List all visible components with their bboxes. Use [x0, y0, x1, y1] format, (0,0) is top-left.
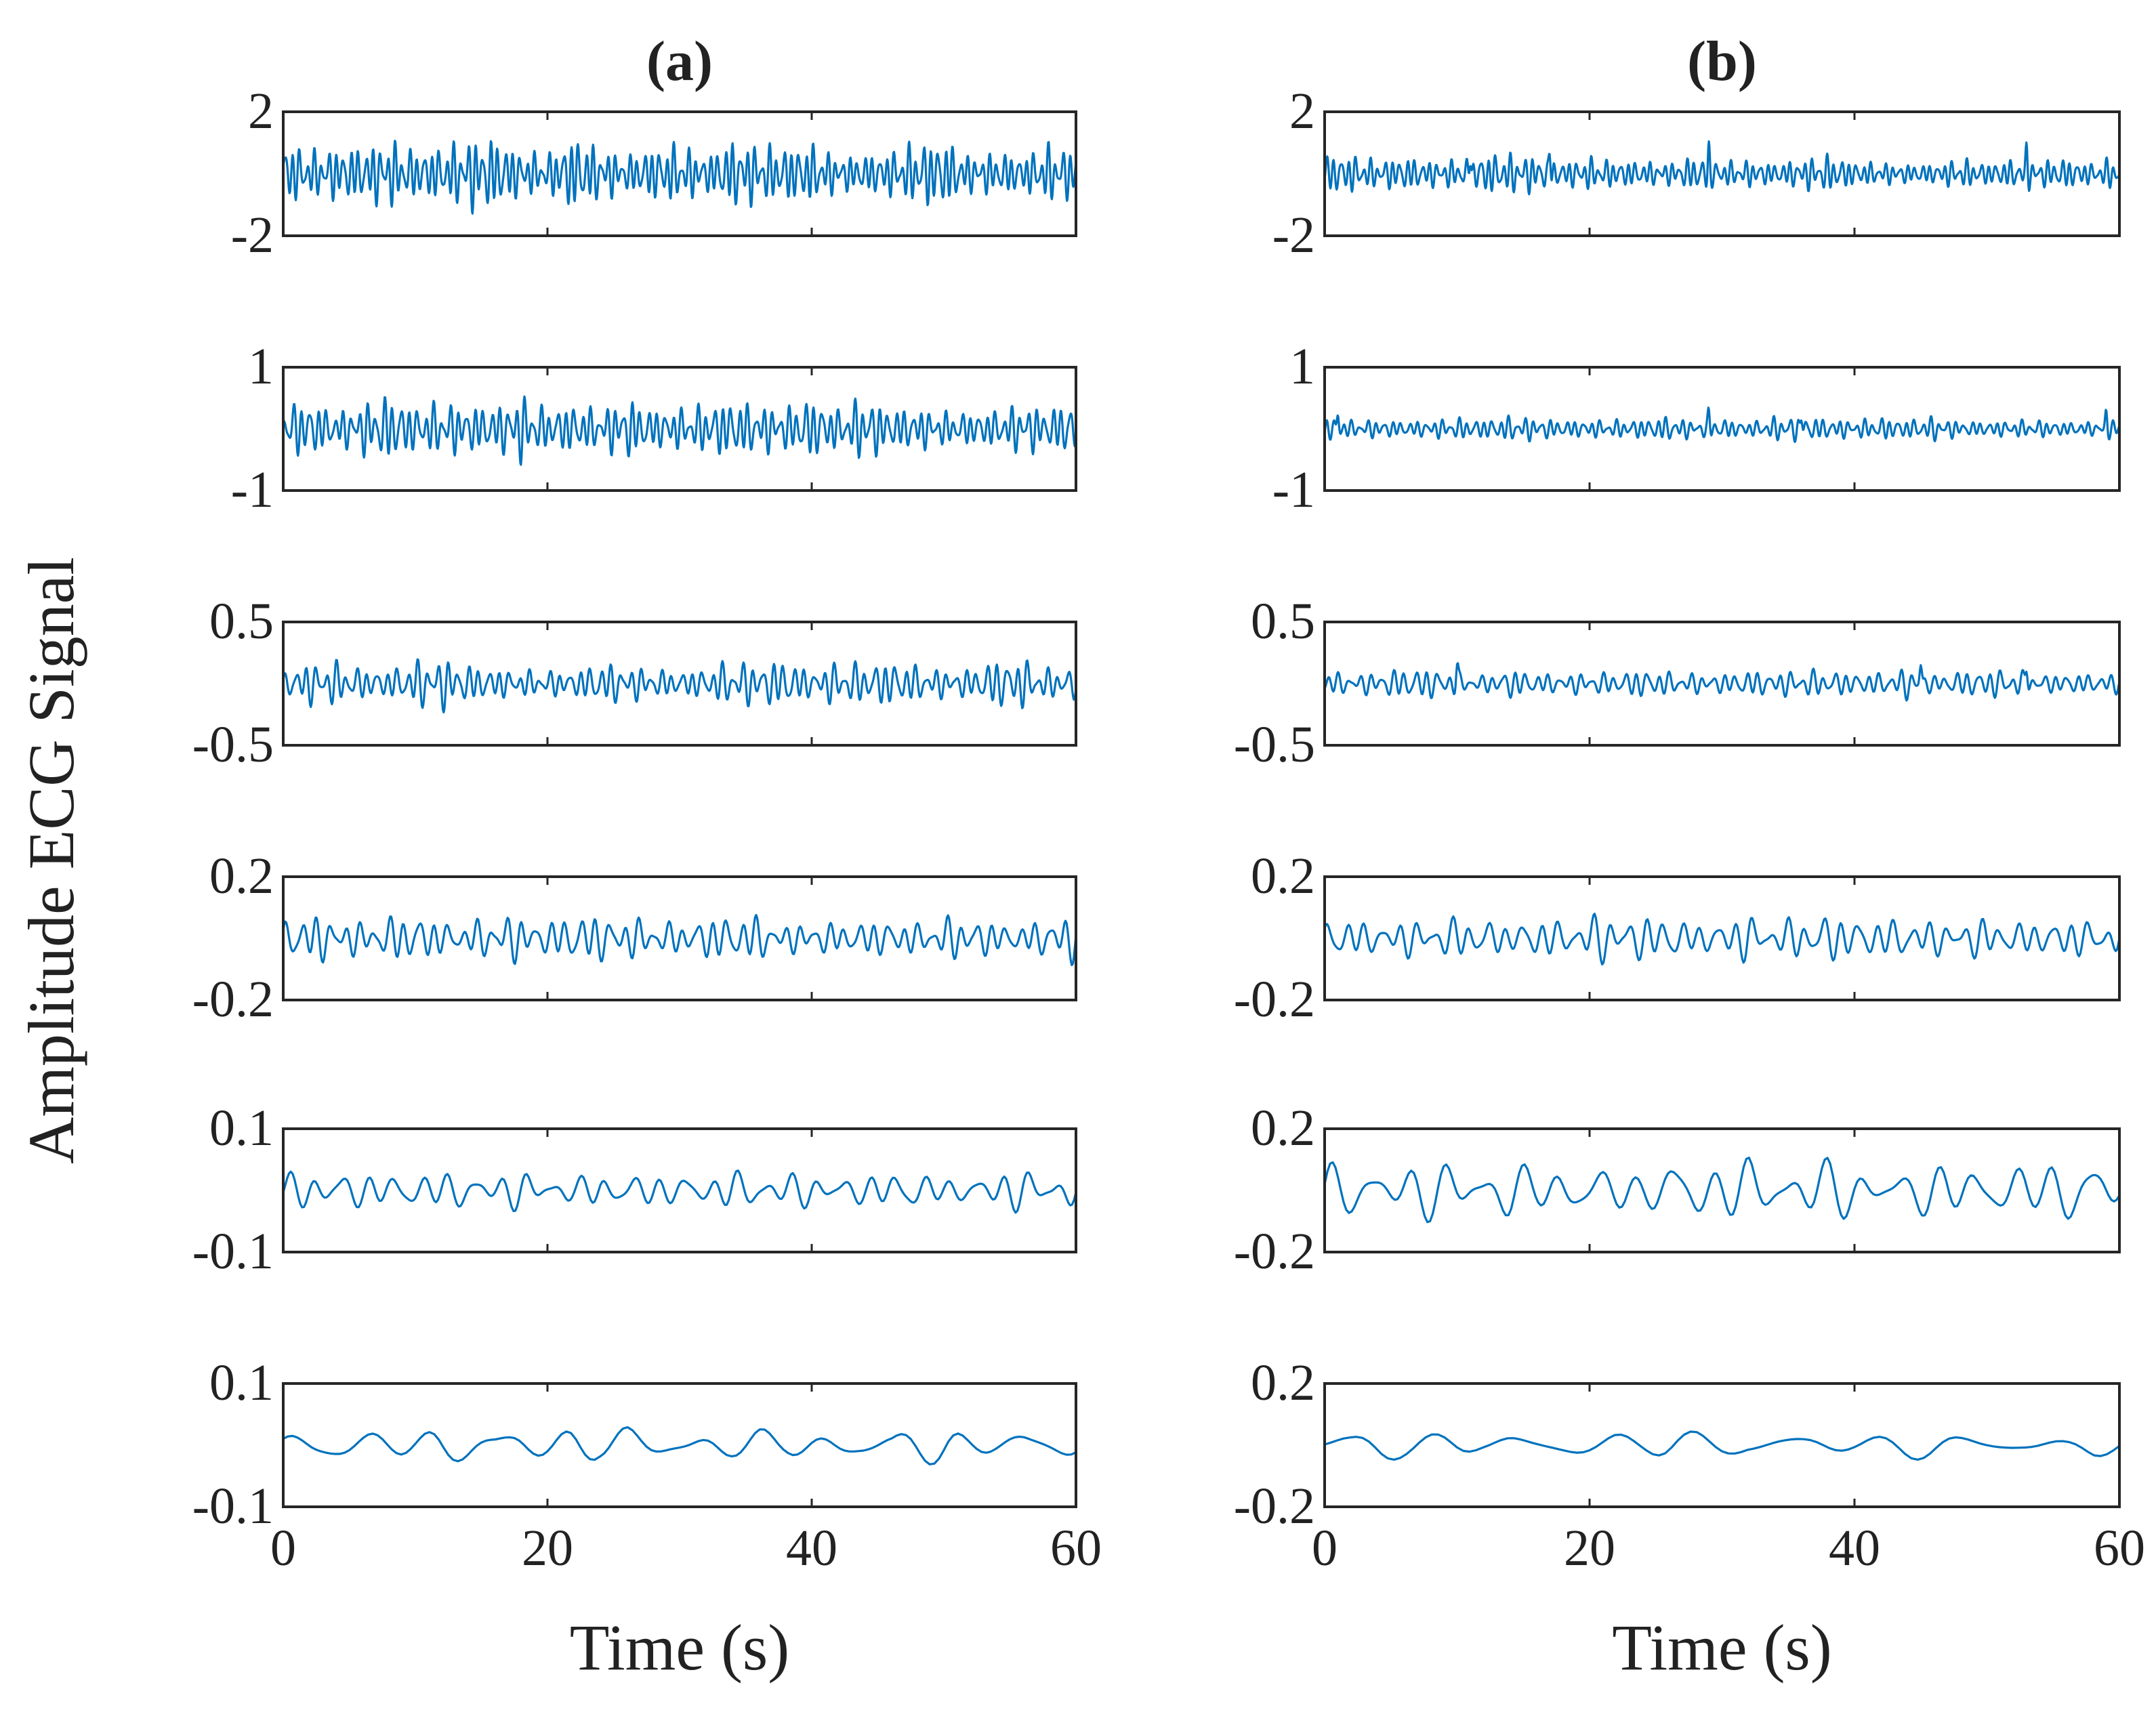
y-tick-label: 2	[248, 83, 274, 140]
signal-line	[1325, 662, 2119, 702]
x-tick-label: 40	[1829, 1520, 1880, 1577]
y-tick-label: 0.5	[209, 593, 274, 650]
signal-line	[1325, 1430, 2119, 1461]
y-tick-label: -0.2	[1234, 1478, 1315, 1535]
y-tick-label: 0.1	[209, 1100, 274, 1157]
axes-frame	[282, 875, 1077, 1001]
axes-frame	[282, 1382, 1077, 1508]
column-title: (b)	[1687, 30, 1757, 93]
y-tick-label: -0.2	[192, 971, 274, 1028]
axes-frame	[1323, 875, 2121, 1001]
subplot-level-6: 0.2 -0.20 20 40 60 Time (s)	[1234, 1354, 2145, 1684]
signal-line	[283, 140, 1076, 215]
y-axis-label: Amplitude ECG Signal	[15, 557, 87, 1164]
subplot-level-3: 0.5 -0.5	[1234, 593, 2121, 773]
y-tick-label: -1	[231, 461, 274, 518]
axes-frame	[282, 110, 1077, 237]
signal-line	[1325, 913, 2119, 965]
column-title: (a)	[646, 30, 713, 93]
axes-frame	[1323, 1382, 2121, 1508]
subplot-level-1: 2 -2	[1272, 83, 2121, 264]
subplot-level-3: 0.5 -0.5	[192, 593, 1077, 773]
axes-frame	[282, 621, 1077, 747]
y-tick-label: -1	[1272, 461, 1315, 518]
x-tick-label: 40	[786, 1520, 837, 1577]
signal-line	[1325, 140, 2119, 196]
x-axis-label: Time (s)	[570, 1611, 790, 1684]
subplot-level-6: 0.1 -0.10 20 40 60 Time (s)	[192, 1354, 1102, 1684]
y-tick-label: -0.1	[192, 1478, 274, 1535]
axes-frame	[1323, 621, 2121, 747]
column-a: (a)2-21-10.5-0.50.2-0.20.1-0.10.1-0.10 20…	[192, 30, 1102, 1684]
x-axis-label: Time (s)	[1612, 1611, 1832, 1684]
subplot-level-2: 1 -1	[231, 338, 1077, 518]
x-tick-label: 60	[2094, 1520, 2145, 1577]
y-tick-label: 2	[1289, 83, 1315, 140]
axes-frame	[1323, 366, 2121, 492]
axes-frame	[1323, 110, 2121, 237]
axes-frame	[282, 366, 1077, 492]
subplot-level-5: 0.2 -0.2	[1234, 1100, 2121, 1280]
y-tick-label: 0.2	[1251, 1354, 1315, 1411]
y-tick-label: 0.2	[1251, 848, 1315, 904]
axes-frame	[1323, 1127, 2121, 1253]
signal-line	[1325, 407, 2119, 443]
x-tick-label: 0	[270, 1520, 296, 1577]
x-tick-label: 20	[1564, 1520, 1615, 1577]
x-tick-label: 20	[522, 1520, 573, 1577]
signal-line	[283, 658, 1076, 713]
y-tick-label: -0.5	[1234, 716, 1315, 773]
x-tick-label: 60	[1050, 1520, 1102, 1577]
y-tick-label: 0.2	[1251, 1100, 1315, 1157]
y-tick-label: 0.1	[209, 1354, 274, 1411]
signal-line	[1325, 1157, 2119, 1224]
y-tick-label: -2	[1272, 207, 1315, 264]
y-tick-label: -0.2	[1234, 971, 1315, 1028]
y-tick-label: -0.5	[192, 716, 274, 773]
y-tick-label: 1	[1289, 338, 1315, 395]
y-tick-label: 0.2	[209, 848, 274, 904]
signal-line	[283, 913, 1076, 967]
signal-line	[283, 1169, 1076, 1214]
signal-line	[283, 395, 1076, 466]
y-tick-label: 1	[248, 338, 274, 395]
y-tick-label: -0.2	[1234, 1223, 1315, 1280]
y-tick-label: 0.5	[1251, 593, 1315, 650]
signal-line	[283, 1426, 1076, 1465]
y-tick-label: -0.1	[192, 1223, 274, 1280]
subplot-level-2: 1 -1	[1272, 338, 2121, 518]
subplot-level-4: 0.2 -0.2	[192, 848, 1077, 1028]
subplot-level-4: 0.2 -0.2	[1234, 848, 2121, 1028]
x-tick-label: 0	[1312, 1520, 1338, 1577]
subplot-level-5: 0.1 -0.1	[192, 1100, 1077, 1280]
subplot-columns: (a)2-21-10.5-0.50.2-0.20.1-0.10.1-0.10 20…	[192, 30, 2145, 1684]
axes-frame	[282, 1127, 1077, 1253]
subplot-level-1: 2 -2	[231, 83, 1077, 264]
column-b: (b)2-21-10.5-0.50.2-0.20.2-0.20.2-0.20 20…	[1234, 30, 2145, 1684]
y-tick-label: -2	[231, 207, 274, 264]
